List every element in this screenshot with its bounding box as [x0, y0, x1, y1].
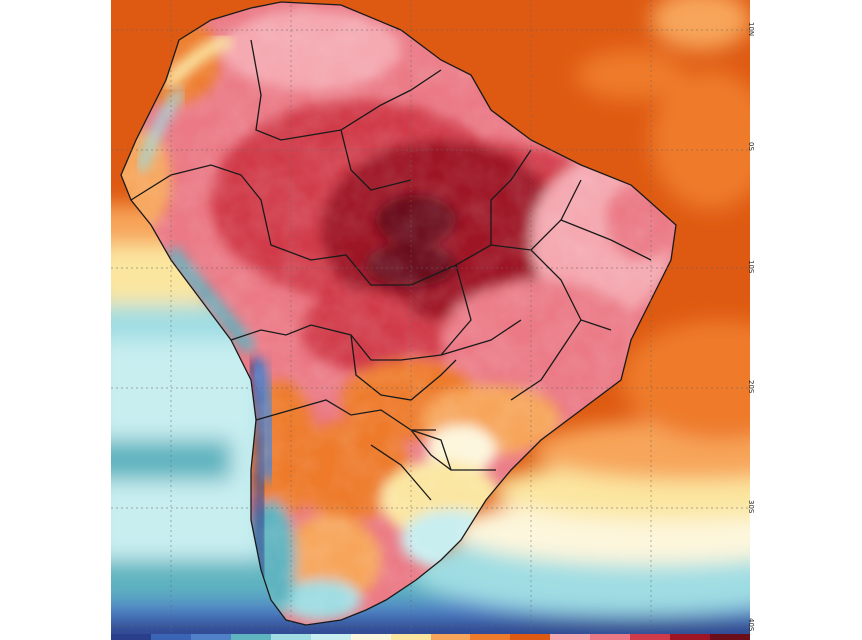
color-scale-swatch — [190, 634, 231, 640]
color-scale-swatch — [630, 634, 671, 640]
country-borders — [120, 1, 677, 626]
color-scale-bar — [111, 634, 750, 640]
lat-label-30s: 30S — [747, 500, 755, 514]
color-scale-swatch — [270, 634, 311, 640]
lat-label-0s: 0S — [747, 142, 755, 151]
lat-lon-grid — [111, 0, 750, 640]
color-scale-swatch — [111, 634, 151, 640]
lat-label-20s: 20S — [747, 380, 755, 394]
color-scale-swatch — [430, 634, 471, 640]
color-scale-swatch — [390, 634, 431, 640]
lat-label-10s: 10S — [747, 260, 755, 274]
color-scale-swatch — [670, 634, 711, 640]
color-scale-swatch — [150, 634, 191, 640]
color-scale-swatch — [350, 634, 391, 640]
temperature-map-graphic — [111, 0, 750, 640]
color-scale-swatch — [510, 634, 551, 640]
lat-label-10n: 10N — [747, 22, 755, 37]
color-scale-swatch — [710, 634, 750, 640]
color-scale-swatch — [470, 634, 511, 640]
temperature-map — [111, 0, 750, 640]
color-scale-swatch — [550, 634, 591, 640]
color-scale-swatch — [230, 634, 271, 640]
color-scale-swatch — [590, 634, 631, 640]
color-scale-swatch — [310, 634, 351, 640]
lat-label-40s: 40S — [747, 618, 755, 632]
